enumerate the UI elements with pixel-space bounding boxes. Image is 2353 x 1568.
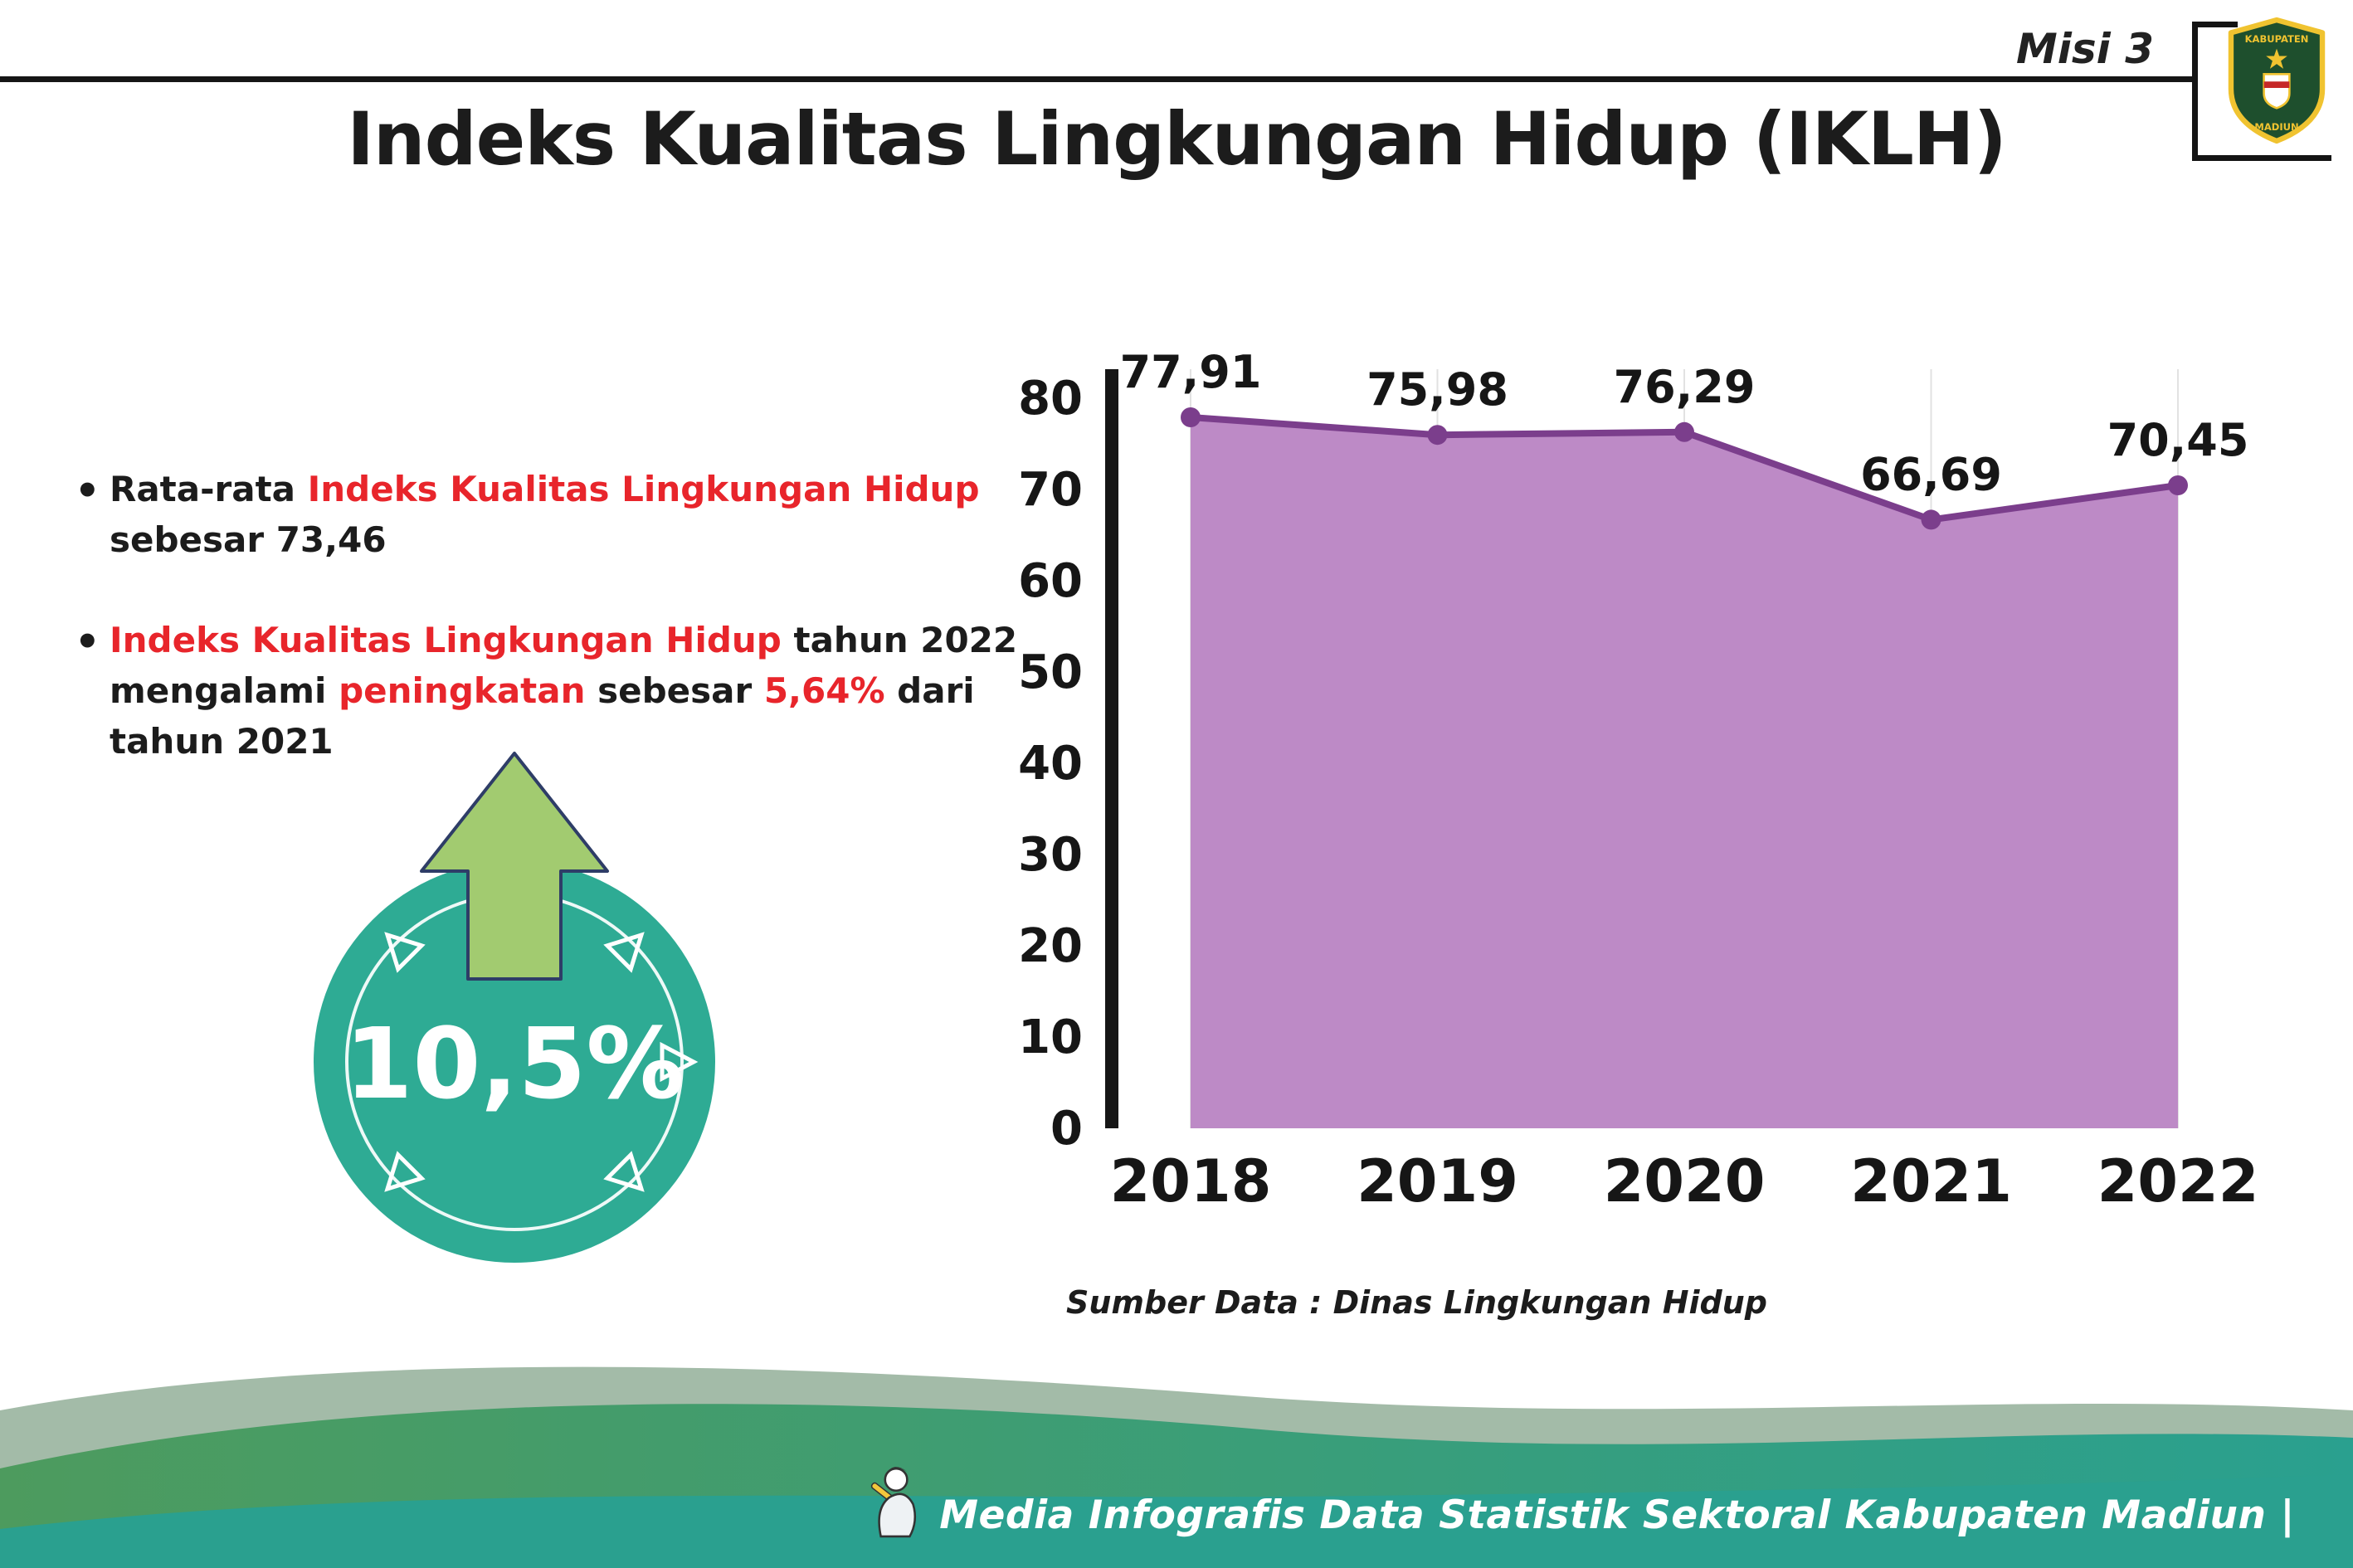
y-tick-label: 20	[1018, 919, 1083, 973]
badge-value: 10,5%	[344, 1006, 684, 1121]
increase-badge: 10,5%	[314, 752, 715, 1263]
kabupaten-madiun-logo-icon: KABUPATEN MADIUN	[2228, 17, 2326, 144]
y-tick-label: 50	[1018, 645, 1083, 699]
misi-label: Misi 3	[2016, 25, 2154, 73]
data-point	[1674, 421, 1694, 442]
y-tick-label: 70	[1018, 463, 1083, 517]
crest-inner-band	[2263, 81, 2290, 88]
logo-frame: KABUPATEN MADIUN	[2192, 17, 2331, 161]
footer-waves	[0, 1366, 2353, 1568]
y-tick-label: 80	[1018, 372, 1083, 426]
text-segment-highlight: peningkatan	[339, 670, 586, 711]
data-label: 76,29	[1614, 361, 1756, 413]
x-tick-label: 2018	[1110, 1147, 1272, 1215]
iklh-area-chart: 0 10 20 30 40 50 60 70 80 77,91 75,98 76,29 66,69 70,…	[1018, 346, 2259, 1215]
data-point	[1921, 509, 1941, 530]
crest-star-icon	[2266, 48, 2287, 69]
footer: Media Infografis Data Statistik Sektoral…	[861, 1462, 2295, 1538]
bullet-average-iklh: Rata-rata Indeks Kualitas Lingkungan Hid…	[75, 463, 1062, 566]
badge-circle	[314, 861, 715, 1263]
text-segment: sebesar 73,46	[110, 519, 387, 560]
text-segment: dari tahun 2021	[110, 670, 975, 762]
wave-teal	[0, 1474, 2353, 1568]
footer-text: Media Infografis Data Statistik Sektoral…	[939, 1493, 2295, 1538]
y-tick-label: 40	[1018, 737, 1083, 791]
crest-text-top: KABUPATEN	[2245, 33, 2309, 45]
data-point	[1181, 407, 1201, 427]
y-tick-label: 10	[1018, 1010, 1083, 1064]
up-arrow-icon	[420, 752, 609, 981]
text-segment-highlight: Indeks Kualitas Lingkungan Hidup	[110, 619, 782, 660]
key-points: Rata-rata Indeks Kualitas Lingkungan Hid…	[75, 463, 1062, 816]
text-segment: sebesar	[585, 670, 764, 711]
mascot-icon	[871, 1467, 917, 1538]
x-tick-label: 2020	[1604, 1147, 1766, 1215]
source-label: Sumber Data : Dinas Lingkungan Hidup	[1066, 1284, 1767, 1321]
text-segment: tahun 2022 mengalami	[110, 619, 1018, 711]
text-segment: Rata-rata	[110, 469, 308, 509]
x-tick-label: 2022	[2097, 1147, 2259, 1215]
badge-ring-ticks	[384, 932, 699, 1192]
data-label: 77,91	[1120, 346, 1262, 398]
data-label: 66,69	[1860, 448, 2002, 500]
data-label: 70,45	[2107, 414, 2249, 466]
crest-text-bottom: MADIUN	[2254, 121, 2298, 133]
data-point	[1427, 425, 1448, 446]
x-tick-label: 2019	[1357, 1147, 1518, 1215]
y-tick-label: 30	[1018, 828, 1083, 882]
x-tick-label: 2021	[1850, 1147, 2012, 1215]
area-fill	[1191, 417, 2178, 1128]
text-segment-highlight: 5,64%	[763, 670, 885, 711]
bullet-increase-2022: Indeks Kualitas Lingkungan Hidup tahun 2…	[75, 614, 1062, 767]
y-axis	[1105, 369, 1118, 1128]
y-tick-label: 60	[1018, 554, 1083, 608]
text-segment-highlight: Indeks Kualitas Lingkungan Hidup	[307, 469, 980, 509]
header-divider	[0, 76, 2197, 82]
data-label: 75,98	[1366, 363, 1508, 416]
data-point	[2168, 475, 2188, 495]
y-tick-label: 0	[1050, 1102, 1083, 1156]
page-title: Indeks Kualitas Lingkungan Hidup (IKLH)	[347, 96, 2007, 182]
